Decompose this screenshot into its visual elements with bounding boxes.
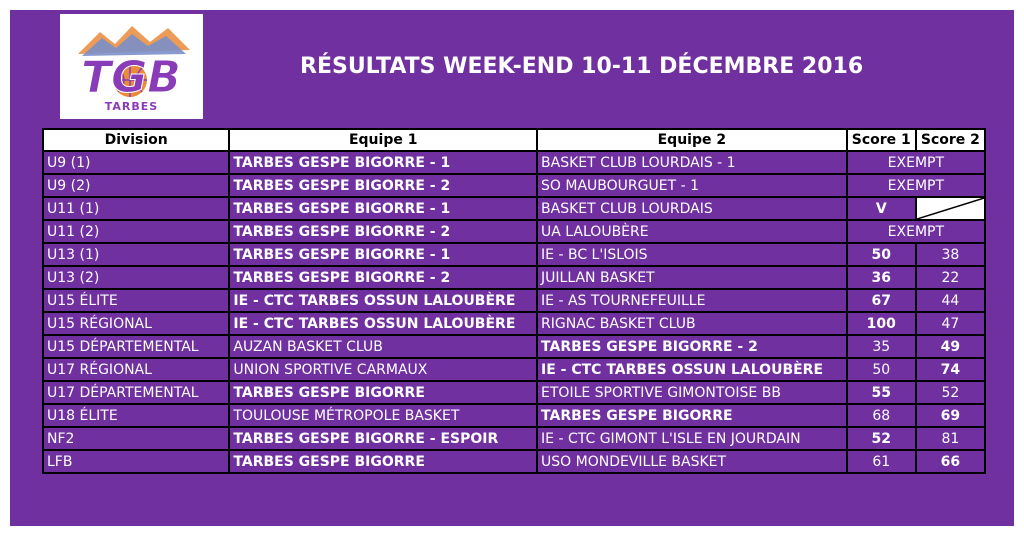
division-cell: U18 ÉLITE [41, 403, 231, 428]
svg-text:TGB: TGB [81, 52, 181, 103]
score1-cell: 50 [845, 242, 917, 267]
table-row: U15 RÉGIONAL IE - CTC TARBES OSSUN LALOUB… [41, 311, 987, 336]
forfeit-cell [914, 196, 987, 221]
division-cell: U11 (1) [41, 196, 231, 221]
team2-cell: BASKET CLUB LOURDAIS - 1 [536, 150, 848, 175]
column-header-team2: Equipe 2 [536, 128, 848, 152]
score1-cell: 36 [845, 265, 917, 290]
score1-cell: 100 [845, 311, 917, 336]
team1-cell: TARBES GESPE BIGORRE - 1 [228, 150, 539, 175]
table-row: U13 (1) TARBES GESPE BIGORRE - 1 IE - BC L… [41, 242, 987, 267]
score1-cell: 61 [845, 449, 917, 474]
team1-cell: IE - CTC TARBES OSSUN LALOUBÈRE [228, 311, 539, 336]
table-row: U18 ÉLITE TOULOUSE MÉTROPOLE BASKET TARBES… [41, 403, 987, 428]
score1-cell: 50 [845, 357, 917, 382]
column-header-score2: Score 2 [914, 128, 987, 152]
team2-cell: JUILLAN BASKET [536, 265, 848, 290]
results-body: U9 (1) TARBES GESPE BIGORRE - 1 BASKET CLU… [41, 150, 987, 474]
division-cell: U13 (2) [41, 265, 231, 290]
score2-cell: 66 [914, 449, 987, 474]
team1-cell: TARBES GESPE BIGORRE - 1 [228, 242, 539, 267]
exempt-cell: EXEMPT [845, 173, 987, 198]
score2-cell: 49 [914, 334, 987, 359]
division-cell: U9 (2) [41, 173, 231, 198]
team1-cell: TARBES GESPE BIGORRE [228, 380, 539, 405]
score2-cell: 52 [914, 380, 987, 405]
page-title: RÉSULTATS WEEK-END 10-11 DÉCEMBRE 2016 [300, 54, 864, 79]
score2-cell: 44 [914, 288, 987, 313]
results-table: Division Equipe 1 Equipe 2 Score 1 Score… [41, 128, 987, 474]
team1-cell: TARBES GESPE BIGORRE - 2 [228, 173, 539, 198]
table-row: U17 DÉPARTEMENTAL TARBES GESPE BIGORRE ETO… [41, 380, 987, 405]
table-row: U11 (2) TARBES GESPE BIGORRE - 2 UA LALOUB… [41, 219, 987, 244]
table-row: NF2 TARBES GESPE BIGORRE - ESPOIR IE - CTC… [41, 426, 987, 451]
team2-cell: IE - CTC GIMONT L'ISLE EN JOURDAIN [536, 426, 848, 451]
team1-cell: TARBES GESPE BIGORRE - 2 [228, 219, 539, 244]
table-row: U9 (2) TARBES GESPE BIGORRE - 2 SO MAUBOUR… [41, 173, 987, 198]
division-cell: U17 DÉPARTEMENTAL [41, 380, 231, 405]
club-logo: TGB TARBES [60, 14, 203, 119]
table-row: U15 ÉLITE IE - CTC TARBES OSSUN LALOUBÈRE… [41, 288, 987, 313]
column-header-score1: Score 1 [845, 128, 917, 152]
team2-cell: BASKET CLUB LOURDAIS [536, 196, 848, 221]
score1-cell: 68 [845, 403, 917, 428]
division-cell: U15 ÉLITE [41, 288, 231, 313]
team1-cell: TARBES GESPE BIGORRE - ESPOIR [228, 426, 539, 451]
score2-cell: 81 [914, 426, 987, 451]
results-poster: TGB TARBES RÉSULTATS WEEK-END 10-11 DÉCE… [10, 10, 1014, 526]
team1-cell: TARBES GESPE BIGORRE [228, 449, 539, 474]
score2-cell: 74 [914, 357, 987, 382]
team2-cell: TARBES GESPE BIGORRE - 2 [536, 334, 848, 359]
team2-cell: IE - BC L'ISLOIS [536, 242, 848, 267]
division-cell: LFB [41, 449, 231, 474]
team2-cell: USO MONDEVILLE BASKET [536, 449, 848, 474]
team1-cell: TARBES GESPE BIGORRE - 1 [228, 196, 539, 221]
team2-cell: SO MAUBOURGUET - 1 [536, 173, 848, 198]
score1-cell: 52 [845, 426, 917, 451]
score1-cell: 67 [845, 288, 917, 313]
table-row: U15 DÉPARTEMENTAL AUZAN BASKET CLUB TARBES… [41, 334, 987, 359]
division-cell: U15 DÉPARTEMENTAL [41, 334, 231, 359]
table-row: U17 RÉGIONAL UNION SPORTIVE CARMAUX IE - C… [41, 357, 987, 382]
score2-cell: 22 [914, 265, 987, 290]
table-row: U9 (1) TARBES GESPE BIGORRE - 1 BASKET CLU… [41, 150, 987, 175]
column-header-team1: Equipe 1 [228, 128, 539, 152]
score1-cell: 55 [845, 380, 917, 405]
team1-cell: AUZAN BASKET CLUB [228, 334, 539, 359]
team1-cell: UNION SPORTIVE CARMAUX [228, 357, 539, 382]
team2-cell: ETOILE SPORTIVE GIMONTOISE BB [536, 380, 848, 405]
division-cell: U15 RÉGIONAL [41, 311, 231, 336]
column-header-division: Division [41, 128, 231, 152]
team2-cell: IE - AS TOURNEFEUILLE [536, 288, 848, 313]
division-cell: NF2 [41, 426, 231, 451]
table-row: U13 (2) TARBES GESPE BIGORRE - 2 JUILLAN B… [41, 265, 987, 290]
division-cell: U11 (2) [41, 219, 231, 244]
basketball-logo-icon: TGB [78, 26, 190, 104]
logo-subtext: TARBES [104, 100, 159, 113]
division-cell: U9 (1) [41, 150, 231, 175]
team2-cell: IE - CTC TARBES OSSUN LALOUBÈRE [536, 357, 848, 382]
table-row: U11 (1) TARBES GESPE BIGORRE - 1 BASKET CL… [41, 196, 987, 221]
score1-cell: V [845, 196, 917, 221]
team2-cell: UA LALOUBÈRE [536, 219, 848, 244]
score2-cell: 69 [914, 403, 987, 428]
team2-cell: TARBES GESPE BIGORRE [536, 403, 848, 428]
team1-cell: TARBES GESPE BIGORRE - 2 [228, 265, 539, 290]
score2-cell: 47 [914, 311, 987, 336]
table-row: LFB TARBES GESPE BIGORRE USO MONDEVILLE BA… [41, 449, 987, 474]
division-cell: U13 (1) [41, 242, 231, 267]
exempt-cell: EXEMPT [845, 150, 987, 175]
division-cell: U17 RÉGIONAL [41, 357, 231, 382]
team1-cell: TOULOUSE MÉTROPOLE BASKET [228, 403, 539, 428]
diagonal-line-icon [917, 199, 983, 218]
score2-cell: 38 [914, 242, 987, 267]
table-header-row: Division Equipe 1 Equipe 2 Score 1 Score… [41, 128, 987, 152]
team1-cell: IE - CTC TARBES OSSUN LALOUBÈRE [228, 288, 539, 313]
team2-cell: RIGNAC BASKET CLUB [536, 311, 848, 336]
exempt-cell: EXEMPT [845, 219, 987, 244]
score1-cell: 35 [845, 334, 917, 359]
